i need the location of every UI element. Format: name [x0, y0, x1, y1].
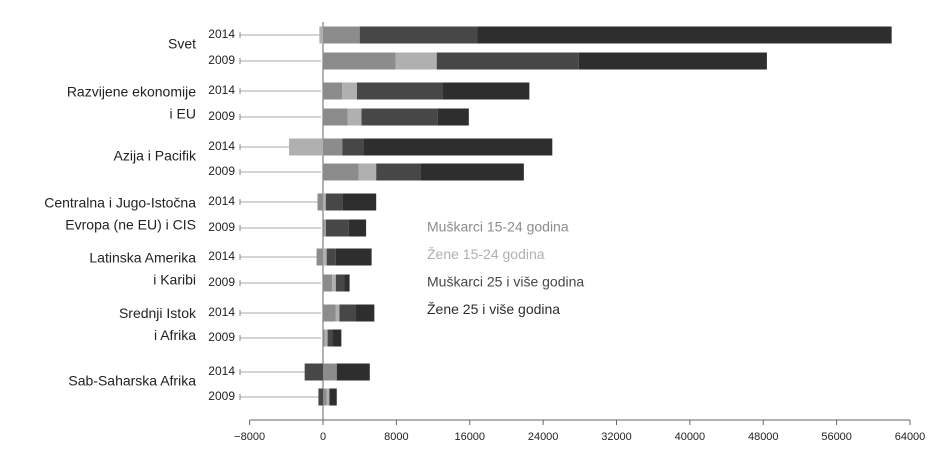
- bar-segment: [323, 82, 343, 100]
- bar-segment: [336, 363, 370, 381]
- bar-segment: [356, 82, 443, 100]
- group-label: Razvijene ekonomije: [67, 84, 196, 100]
- bar-segment: [420, 163, 524, 181]
- year-label: 2014: [208, 364, 235, 378]
- group-label: Centralna i Jugo-Istočna: [44, 195, 196, 211]
- legend-entry: Muškarci 15-24 godina: [427, 219, 569, 235]
- legend-entry: Žene 15-24 godina: [427, 246, 545, 262]
- legend-entry: Žene 25 i više godina: [427, 301, 560, 317]
- bar-segment: [363, 138, 553, 156]
- bar-segment: [323, 248, 327, 266]
- bar-segment: [323, 219, 325, 237]
- bar-segment: [323, 363, 337, 381]
- bar-segment: [323, 304, 336, 322]
- bar-segment: [376, 163, 421, 181]
- bar-segment: [335, 274, 345, 292]
- year-label: 2014: [208, 139, 235, 153]
- bar-segment: [323, 108, 348, 126]
- bar-segment: [324, 219, 326, 237]
- bar-segment: [339, 304, 357, 322]
- year-label: 2009: [208, 109, 235, 123]
- bar-segment: [342, 82, 357, 100]
- year-label: 2009: [208, 275, 235, 289]
- bar-segment: [477, 26, 892, 44]
- bar-segment: [289, 138, 323, 156]
- group-label: i EU: [170, 106, 196, 122]
- bar-segment: [578, 52, 767, 70]
- x-tick-label: 48000: [748, 431, 779, 443]
- year-label: 2014: [208, 194, 235, 208]
- year-label: 2014: [208, 305, 235, 319]
- bar-segment: [316, 248, 323, 266]
- x-tick-label: 64000: [895, 431, 926, 443]
- bar-segment: [437, 108, 469, 126]
- bar-segment: [348, 219, 367, 237]
- bar-segment: [323, 52, 396, 70]
- bar-segment: [359, 26, 478, 44]
- group-label: Sab-Saharska Afrika: [68, 373, 196, 389]
- bar-segment: [358, 163, 377, 181]
- year-label: 2009: [208, 389, 235, 403]
- year-label: 2014: [208, 83, 235, 97]
- bar-segment: [317, 193, 323, 211]
- year-label: 2009: [208, 330, 235, 344]
- bar-segment: [325, 219, 349, 237]
- bar-segment: [323, 329, 325, 347]
- bar-segment: [319, 26, 323, 44]
- group-label: i Afrika: [154, 327, 196, 343]
- bar-segment: [342, 138, 364, 156]
- group-label: Srednji Istok: [119, 305, 197, 321]
- bar-segment: [342, 193, 377, 211]
- x-tick-label: −8000: [234, 431, 265, 443]
- group-label: Latinska Amerika: [89, 250, 196, 266]
- x-tick-label: 16000: [454, 431, 485, 443]
- x-tick-label: 0: [320, 431, 326, 443]
- x-tick-label: 32000: [601, 431, 632, 443]
- x-tick-label: 8000: [384, 431, 408, 443]
- group-label: Evropa (ne EU) i CIS: [65, 217, 196, 233]
- bar-segment: [325, 193, 343, 211]
- year-label: 2014: [208, 27, 235, 41]
- bar-segment: [323, 274, 333, 292]
- x-tick-label: 40000: [675, 431, 706, 443]
- bar-segment: [395, 52, 437, 70]
- group-label: Azija i Pacifik: [114, 148, 197, 164]
- x-tick-label: 56000: [821, 431, 852, 443]
- bar-segment: [323, 138, 343, 156]
- bar-segment: [347, 108, 362, 126]
- bar-segment: [304, 363, 323, 381]
- x-tick-label: 24000: [528, 431, 559, 443]
- bar-segment: [318, 388, 323, 406]
- bar-segment: [332, 274, 336, 292]
- bar-segment: [323, 193, 326, 211]
- bar-segment: [361, 108, 438, 126]
- bar-segment: [442, 82, 530, 100]
- year-label: 2014: [208, 249, 235, 263]
- bar-segment: [329, 388, 337, 406]
- bar-segment: [326, 388, 330, 406]
- year-label: 2009: [208, 53, 235, 67]
- group-label: i Karibi: [153, 272, 196, 288]
- bar-segment: [327, 329, 333, 347]
- bar-segment: [323, 26, 360, 44]
- bar-segment: [326, 248, 336, 266]
- bar-segment: [323, 163, 359, 181]
- year-label: 2009: [208, 164, 235, 178]
- bar-segment: [332, 329, 342, 347]
- bar-segment: [335, 304, 340, 322]
- bar-segment: [335, 248, 372, 266]
- bar-segment: [436, 52, 579, 70]
- year-label: 2009: [208, 220, 235, 234]
- group-label: Svet: [168, 36, 196, 52]
- bar-segment: [324, 329, 328, 347]
- bar-segment: [323, 388, 327, 406]
- legend-entry: Muškarci 25 i više godina: [427, 274, 584, 290]
- bar-segment: [344, 274, 350, 292]
- bar-segment: [356, 304, 375, 322]
